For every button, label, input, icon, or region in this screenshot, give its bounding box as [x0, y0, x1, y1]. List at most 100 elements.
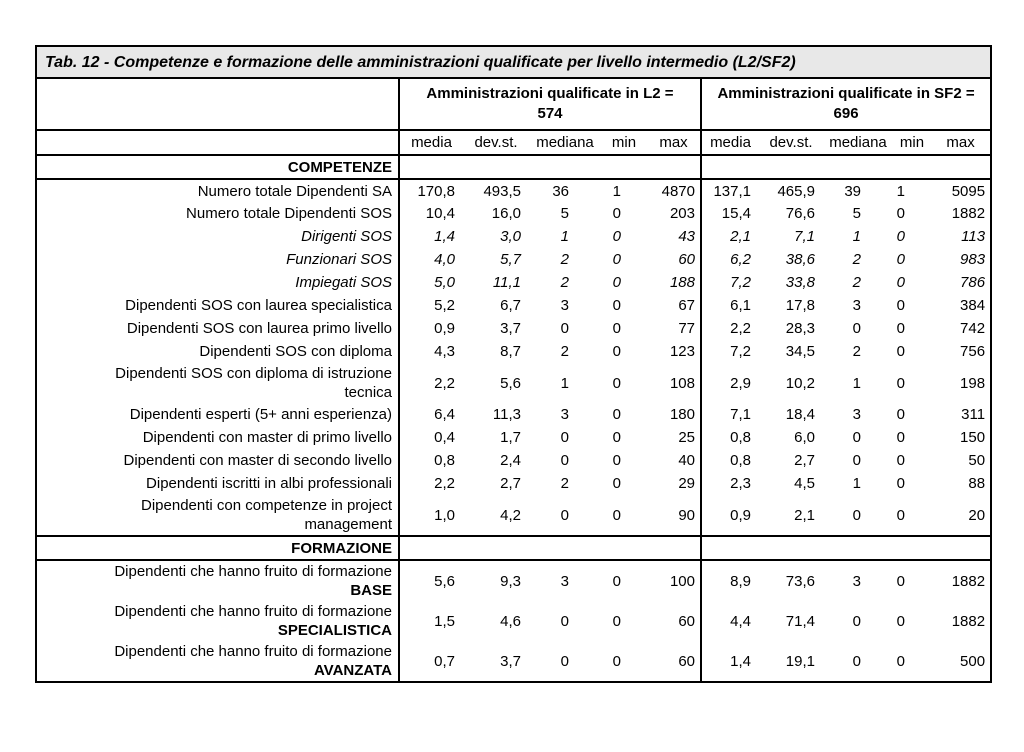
value-cell-l2-devst: 9,3 [500, 572, 521, 590]
value-cell-sf2-max: 786 [960, 274, 986, 291]
value-cell-l2-max: 60 [678, 652, 695, 670]
stat-col-max-l2: max [659, 134, 688, 151]
value-cell-sf2-devst: 38,6 [785, 251, 815, 268]
section-heading: FORMAZIONE [291, 539, 392, 557]
value-cell-l2-devst: 2,7 [500, 475, 521, 492]
row-label: Funzionari SOS [286, 251, 392, 268]
value-cell-sf2-max: 1882 [951, 205, 986, 222]
value-cell-l2-media: 0,8 [398, 449, 463, 472]
stat-col-mediana-sf2: mediana [829, 134, 887, 151]
row-label: Dipendenti che hanno fruito di formazion… [36, 560, 399, 601]
table-row: Dipendenti SOS con laurea specialistica 5… [36, 294, 991, 317]
value-cell-l2-mediana: 3 [560, 572, 569, 590]
value-cell-sf2-max: 983 [960, 251, 986, 268]
value-cell-l2-min: 0 [612, 228, 621, 245]
value-cell-sf2-max: 20 [968, 506, 986, 524]
table-row: Dirigenti SOS 1,4 3,0 1 0 43 2,1 7,1 1 0 113 [36, 225, 991, 248]
row-label: Dipendenti SOS con diploma di istruzione… [115, 365, 392, 401]
value-cell-l2-mediana: 3 [560, 297, 569, 314]
value-cell-l2-media: 2,2 [398, 363, 463, 403]
group-header-sf2: Amministrazioni qualificate in SF2 = 696 [699, 78, 992, 130]
value-cell-sf2-min: 0 [896, 612, 905, 630]
value-cell-l2-devst: 493,5 [483, 182, 521, 200]
value-cell-l2-devst: 5,6 [500, 374, 521, 392]
value-cell-sf2-mediana: 5 [852, 205, 861, 222]
value-cell-l2-min: 0 [612, 429, 621, 446]
value-cell-sf2-devst: 28,3 [785, 320, 815, 337]
stat-header-row: media dev.st. mediana min max media dev.… [36, 130, 992, 155]
value-cell-l2-min: 0 [612, 612, 621, 630]
value-cell-l2-min: 0 [612, 475, 621, 492]
value-cell-l2-min: 0 [612, 297, 621, 314]
tab12-table: Tab. 12 - Competenze e formazione delle … [35, 45, 993, 683]
value-cell-sf2-max: 50 [968, 452, 986, 469]
stat-col-min-sf2: min [899, 134, 925, 151]
value-cell-sf2-media: 8,9 [700, 560, 759, 601]
value-cell-sf2-mediana: 39 [844, 182, 861, 200]
value-cell-l2-mediana: 2 [560, 251, 569, 268]
value-cell-l2-min: 0 [612, 251, 621, 268]
value-cell-sf2-devst: 17,8 [785, 297, 815, 314]
value-cell-l2-min: 0 [612, 343, 621, 360]
value-cell-sf2-min: 0 [896, 320, 905, 337]
value-cell-sf2-max: 756 [960, 343, 986, 360]
value-cell-l2-min: 0 [612, 652, 621, 670]
value-cell-l2-mediana: 0 [560, 429, 569, 446]
value-cell-l2-media: 0,4 [398, 426, 463, 449]
value-cell-l2-max: 203 [669, 205, 695, 222]
value-cell-l2-min: 0 [612, 506, 621, 524]
value-cell-sf2-media: 0,8 [700, 449, 759, 472]
value-cell-l2-min: 0 [612, 406, 621, 423]
value-cell-sf2-media: 0,8 [700, 426, 759, 449]
value-cell-sf2-media: 7,2 [700, 271, 759, 294]
row-label: Dipendenti esperti (5+ anni esperienza) [129, 406, 392, 423]
value-cell-l2-mediana: 0 [560, 452, 569, 469]
value-cell-l2-max: 29 [678, 475, 695, 492]
table-row: Dipendenti SOS con diploma 4,3 8,7 2 0 123 7,2… [36, 340, 991, 363]
value-cell-l2-media: 5,2 [398, 294, 463, 317]
value-cell-l2-mediana: 0 [560, 652, 569, 670]
value-cell-sf2-min: 0 [896, 429, 905, 446]
value-cell-l2-devst: 5,7 [500, 251, 521, 268]
value-cell-sf2-max: 311 [961, 406, 986, 423]
value-cell-l2-max: 77 [678, 320, 695, 337]
row-label: Dipendenti iscritti in albi professional… [146, 475, 392, 492]
value-cell-sf2-media: 4,4 [700, 601, 759, 641]
value-cell-sf2-mediana: 3 [852, 572, 861, 590]
value-cell-l2-devst: 3,7 [500, 320, 521, 337]
table-row: Dipendenti SOS con laurea primo livello 0… [36, 317, 991, 340]
value-cell-sf2-mediana: 1 [852, 475, 861, 492]
value-cell-sf2-min: 0 [896, 652, 905, 670]
table-row: Dipendenti che hanno fruito di formazion… [36, 641, 991, 682]
table-row: Numero totale Dipendenti SA 170,8 493,5 36 1… [36, 179, 991, 202]
value-cell-sf2-min: 0 [896, 274, 905, 291]
value-cell-sf2-mediana: 0 [852, 652, 861, 670]
value-cell-sf2-min: 0 [896, 343, 905, 360]
value-cell-sf2-devst: 2,7 [794, 452, 815, 469]
value-cell-l2-max: 4870 [661, 182, 695, 200]
table-row: Numero totale Dipendenti SOS 10,4 16,0 5 0 20… [36, 202, 991, 225]
value-cell-l2-max: 100 [669, 572, 695, 590]
value-cell-sf2-min: 0 [896, 251, 905, 268]
value-cell-l2-min: 1 [612, 182, 621, 200]
value-cell-l2-media: 5,6 [398, 560, 463, 601]
value-cell-l2-max: 180 [669, 406, 695, 423]
value-cell-l2-min: 0 [612, 374, 621, 392]
row-label: Dipendenti che hanno fruito di formazion… [36, 601, 399, 641]
table-row: Dipendenti con master di secondo livello… [36, 449, 991, 472]
value-cell-sf2-max: 113 [961, 228, 986, 245]
value-cell-l2-devst: 11,1 [492, 274, 521, 291]
value-cell-sf2-devst: 76,6 [785, 205, 815, 222]
value-cell-l2-media: 2,2 [398, 472, 463, 495]
value-cell-l2-mediana: 0 [560, 612, 569, 630]
value-cell-l2-devst: 1,7 [500, 429, 521, 446]
value-cell-l2-mediana: 5 [560, 205, 569, 222]
value-cell-l2-mediana: 36 [552, 182, 569, 200]
section-heading-empty-cell [699, 536, 992, 560]
title-row: Tab. 12 - Competenze e formazione delle … [36, 46, 992, 78]
section-heading: COMPETENZE [287, 158, 392, 176]
table-row: Funzionari SOS 4,0 5,7 2 0 60 6,2 38,6 2 0 983 [36, 248, 991, 271]
value-cell-l2-mediana: 0 [560, 320, 569, 337]
table-row: Dipendenti che hanno fruito di formazion… [36, 560, 991, 601]
value-cell-sf2-min: 0 [896, 475, 905, 492]
